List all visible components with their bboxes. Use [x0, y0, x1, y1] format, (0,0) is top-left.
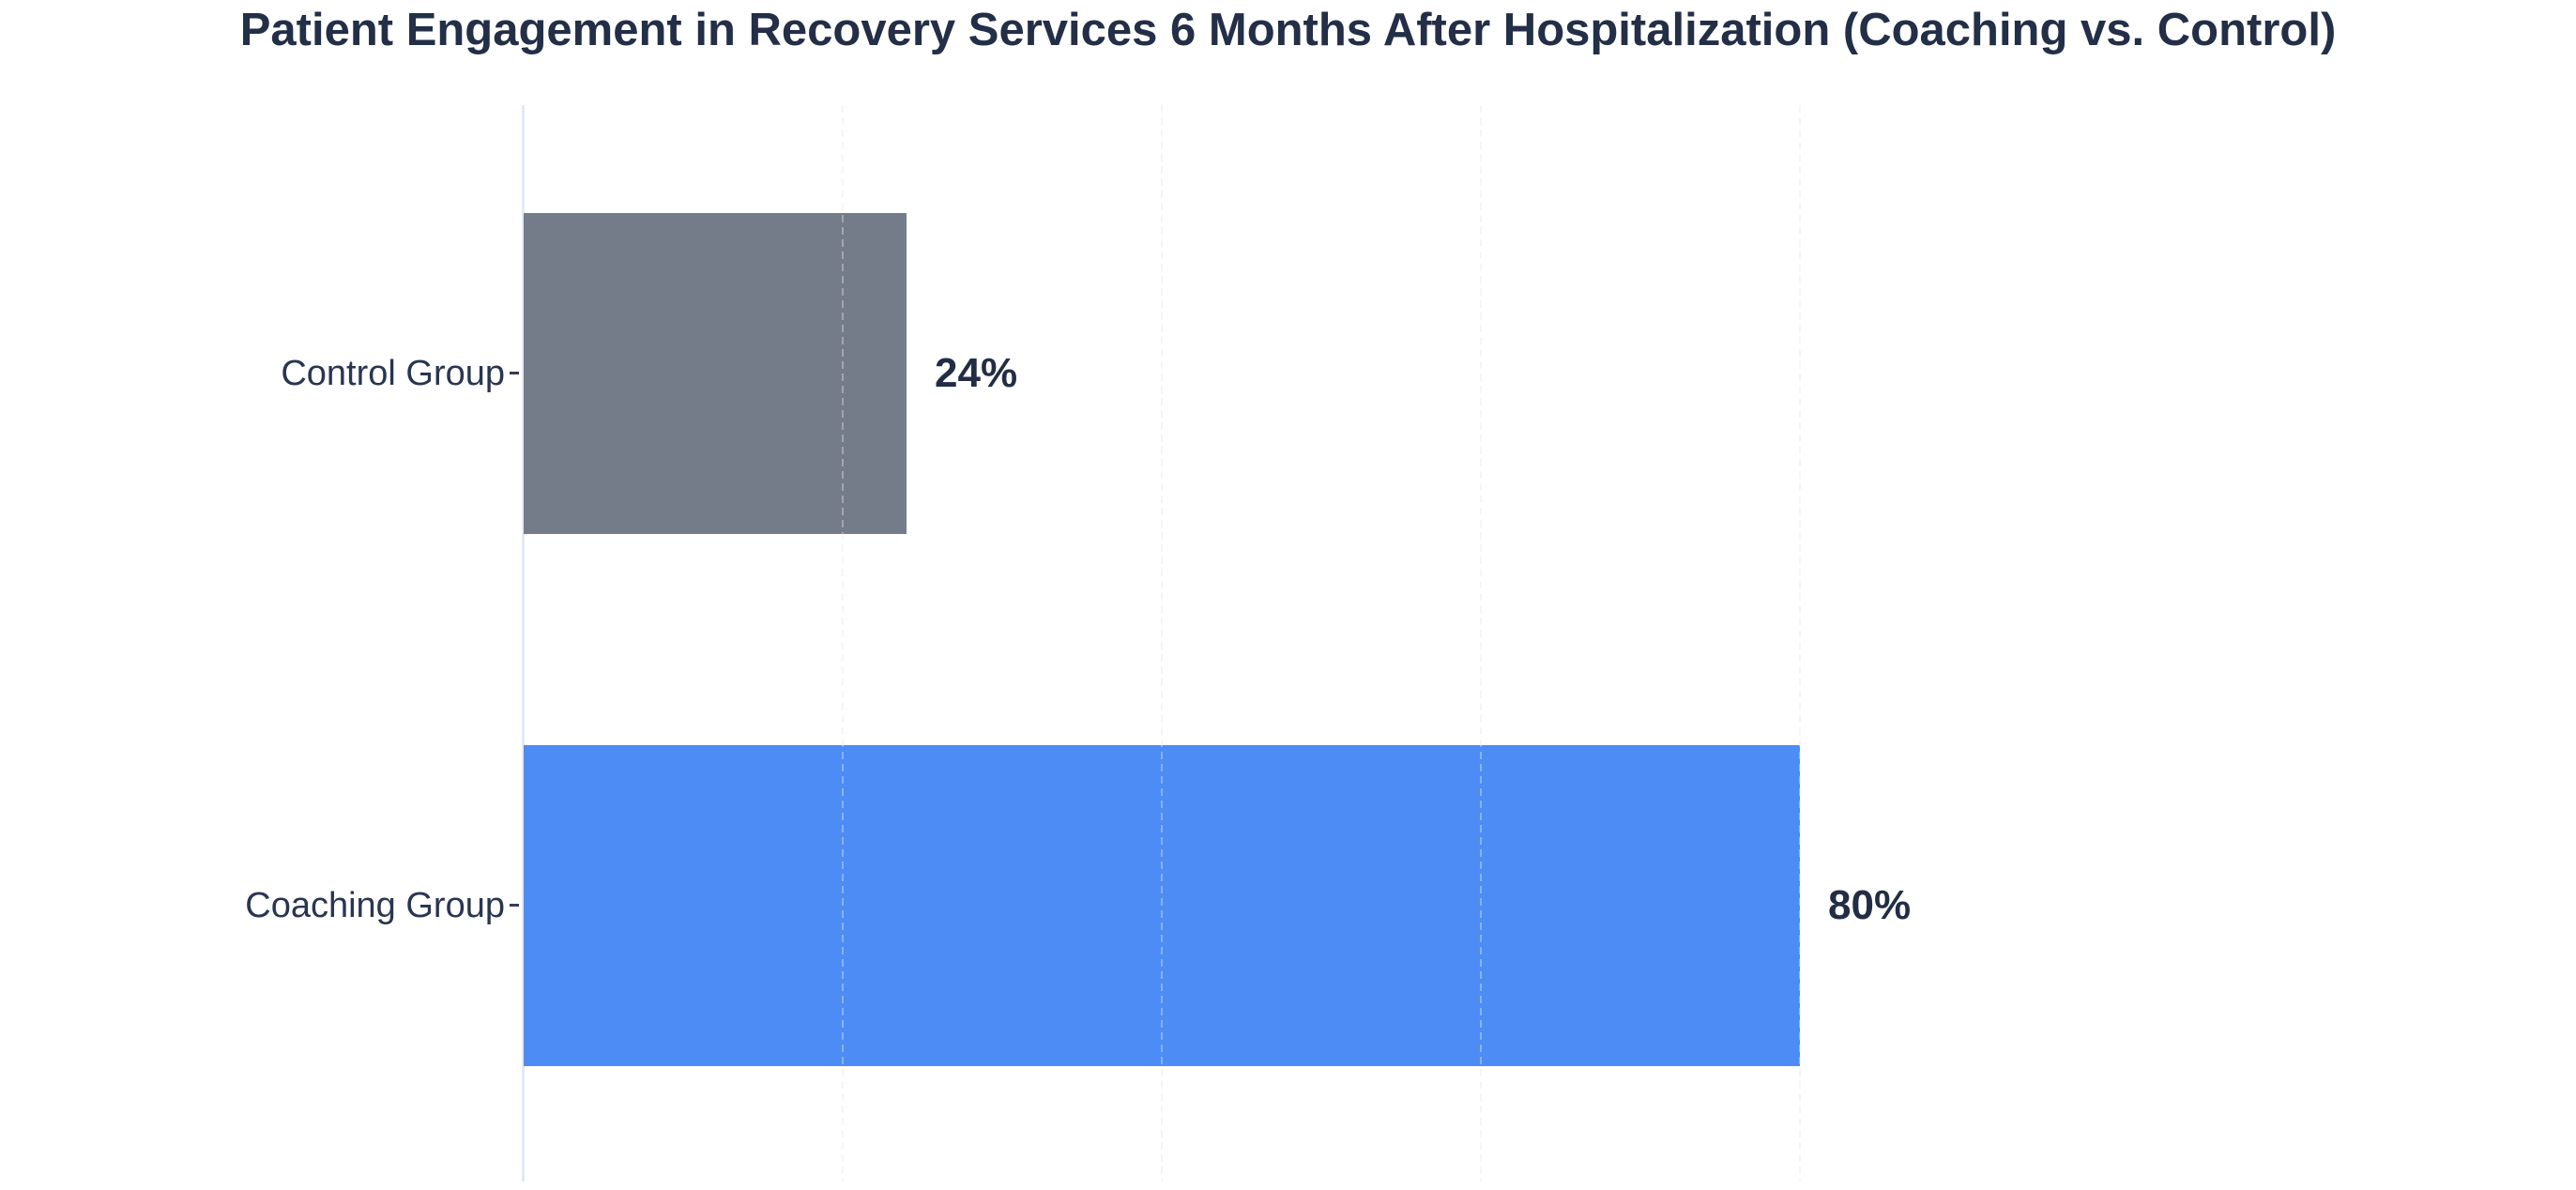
y-axis-tick: [510, 372, 519, 374]
gridline-overlay-80: [1799, 105, 1801, 1182]
gridline-overlay-40: [1161, 105, 1163, 1182]
category-label: Coaching Group: [245, 886, 505, 925]
gridline-40: [1161, 105, 1163, 1182]
chart-title: Patient Engagement in Recovery Services …: [239, 5, 2337, 55]
y-axis-line: [522, 105, 525, 1182]
gridline-80: [1799, 105, 1801, 1182]
bar-control-group: [524, 213, 907, 534]
value-label: 24%: [935, 350, 1018, 396]
value-label: 80%: [1828, 882, 1912, 928]
gridline-overlay-20: [842, 105, 844, 1182]
category-label: Control Group: [281, 354, 505, 393]
gridline-overlay-60: [1480, 105, 1482, 1182]
y-axis-tick: [510, 904, 519, 907]
bar-coaching-group: [524, 745, 1800, 1066]
gridline-60: [1480, 105, 1482, 1182]
gridline-20: [842, 105, 844, 1182]
